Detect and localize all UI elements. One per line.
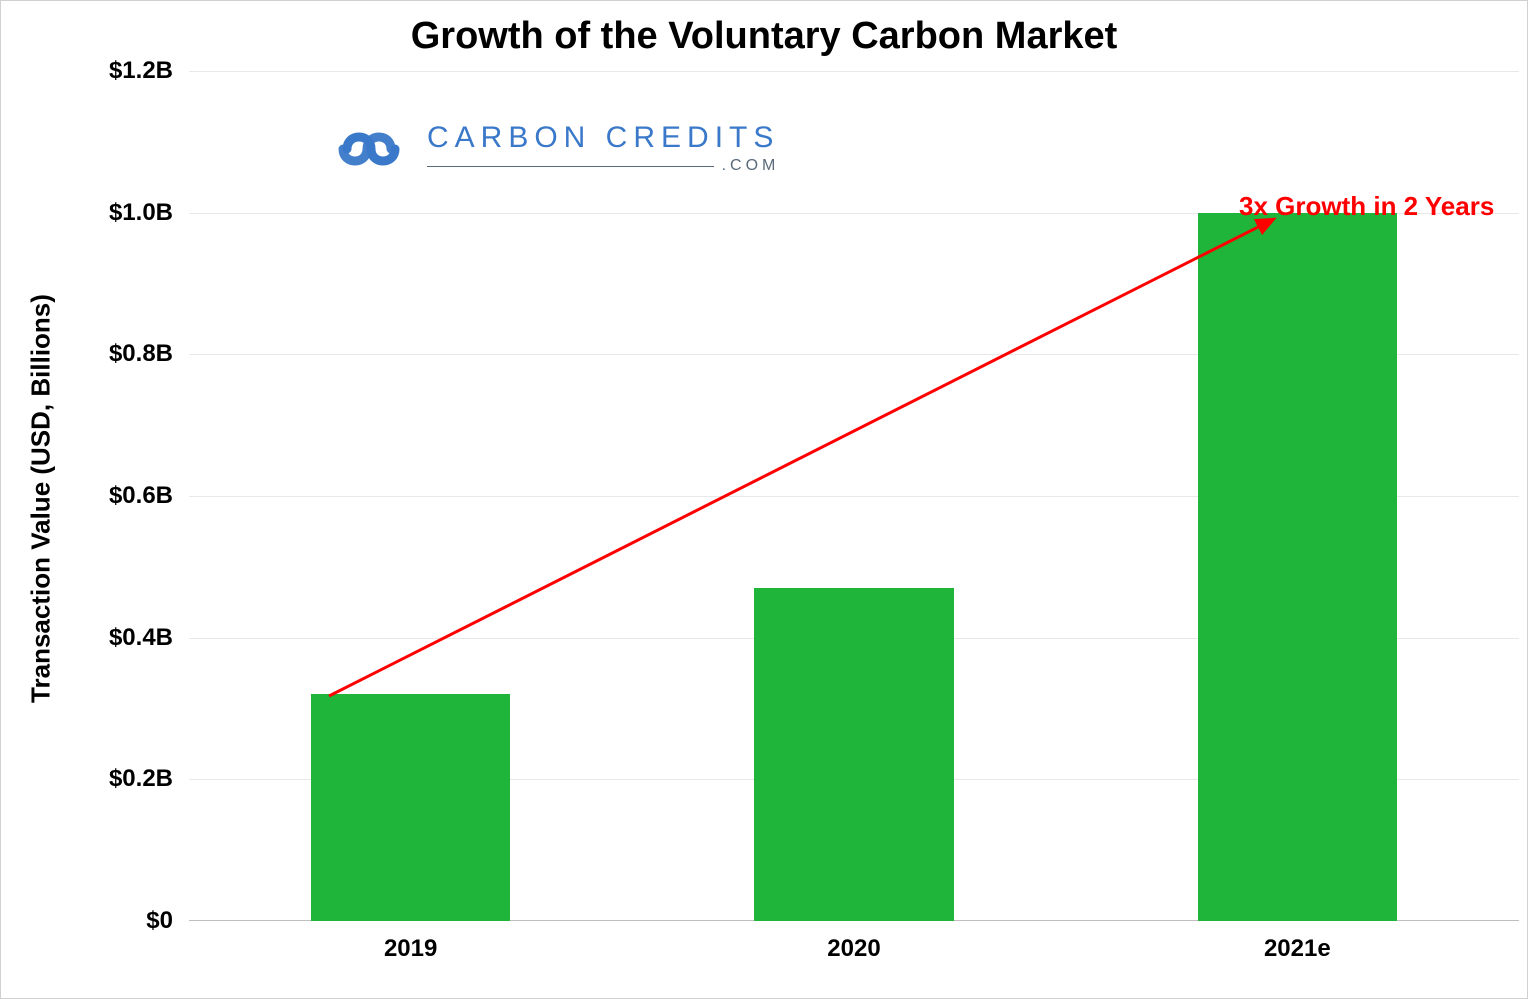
growth-annotation: 3x Growth in 2 Years: [1239, 191, 1494, 222]
y-tick-label: $0.8B: [109, 340, 189, 368]
x-tick-label: 2020: [827, 921, 880, 963]
bar: [754, 588, 954, 921]
chart-title: Growth of the Voluntary Carbon Market: [1, 15, 1527, 58]
logo-text-sub: .COM: [722, 157, 780, 175]
y-tick-label: $0.6B: [109, 482, 189, 510]
logo-text-primary: CARBON CREDITS: [427, 123, 779, 153]
y-axis-title: Transaction Value (USD, Billions): [26, 289, 57, 709]
y-tick-label: $1.2B: [109, 57, 189, 85]
bar: [1198, 213, 1398, 921]
y-tick-label: $0.2B: [109, 765, 189, 793]
gridline: [189, 71, 1519, 72]
plot-area: $0$0.2B$0.4B$0.6B$0.8B$1.0B$1.2B20192020…: [189, 71, 1519, 921]
bar: [311, 694, 511, 921]
carbon-credits-logo: CARBON CREDITS .COM: [329, 121, 779, 177]
y-tick-label: $1.0B: [109, 199, 189, 227]
x-tick-label: 2019: [384, 921, 437, 963]
logo-underline: [427, 166, 714, 167]
y-tick-label: $0.4B: [109, 624, 189, 652]
y-tick-label: $0: [146, 907, 189, 935]
chart-container: Growth of the Voluntary Carbon Market Tr…: [0, 0, 1528, 999]
x-tick-label: 2021e: [1264, 921, 1331, 963]
infinity-icon: [329, 121, 409, 177]
